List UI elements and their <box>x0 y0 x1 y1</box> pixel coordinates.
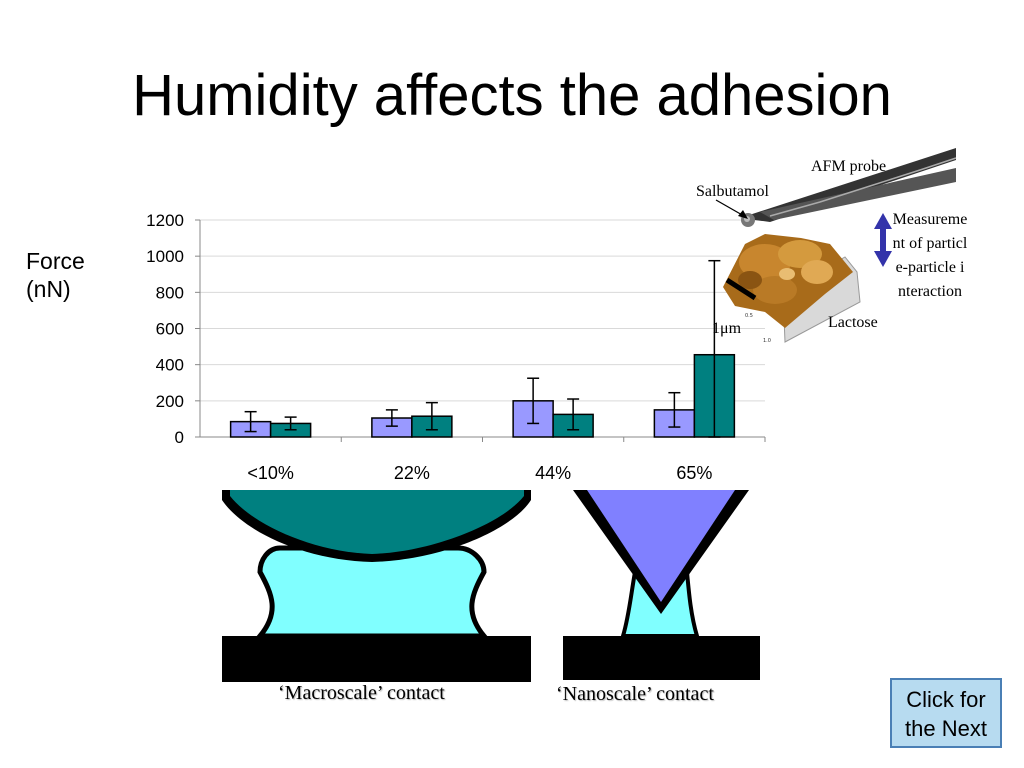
x-tick-label: 22% <box>394 463 430 483</box>
y-tick-label: 600 <box>156 320 184 339</box>
y-tick-label: 200 <box>156 392 184 411</box>
lactose-label: Lactose <box>828 314 878 331</box>
macroscale-caption: ‘Macroscale’ contact <box>278 682 445 704</box>
nanoscale-caption: ‘Nanoscale’ contact <box>556 683 714 705</box>
nanoscale-contact-diagram <box>563 490 760 680</box>
measurement-label: Measurement of particle-particle interac… <box>892 211 968 300</box>
next-button-line-1: Click for <box>906 687 986 712</box>
salbutamol-label: Salbutamol <box>696 183 769 200</box>
error-bar <box>425 401 438 431</box>
y-tick-label: 0 <box>175 428 184 447</box>
svg-text:1.0: 1.0 <box>763 338 771 344</box>
salbutamol-pointer-arrow <box>715 199 748 219</box>
slide-title: Humidity affects the adhesion <box>132 63 892 128</box>
x-tick-label: 65% <box>676 463 712 483</box>
error-bar <box>284 416 297 431</box>
y-tick-label: 400 <box>156 356 184 375</box>
double-arrow-icon <box>874 213 892 267</box>
macroscale-contact-diagram <box>222 490 531 682</box>
chart-bars <box>229 259 736 438</box>
next-slide-button[interactable]: Click for the Next <box>890 678 1002 748</box>
x-tick-label: <10% <box>247 463 294 483</box>
error-bar <box>527 377 540 425</box>
x-tick-labels: <10% 22% 44% 65% <box>247 463 712 483</box>
y-tick-label: 800 <box>156 283 184 302</box>
y-axis-label-line-1: Force <box>26 248 85 274</box>
error-bar <box>244 410 257 433</box>
y-tick-label: 1200 <box>146 211 184 230</box>
error-bar <box>567 398 580 431</box>
y-tick-labels: 0 200 400 600 800 1000 1200 <box>146 211 184 447</box>
y-axis-label-line-2: (nN) <box>26 276 71 302</box>
y-tick-label: 1000 <box>146 247 184 266</box>
x-tick-label: 44% <box>535 463 571 483</box>
lactose-surface-image: 0.5 1.0 <box>723 234 861 344</box>
error-bar <box>385 409 398 427</box>
error-bar <box>668 391 681 428</box>
svg-text:0.5: 0.5 <box>745 313 753 319</box>
error-bar <box>708 259 721 438</box>
scale-bar-label: 1μm <box>712 320 742 337</box>
y-axis-label: Force (nN) <box>26 247 85 303</box>
chart-grid <box>195 219 766 442</box>
afm-probe-label: AFM probe <box>811 158 887 175</box>
next-button-line-2: the Next <box>905 716 987 741</box>
